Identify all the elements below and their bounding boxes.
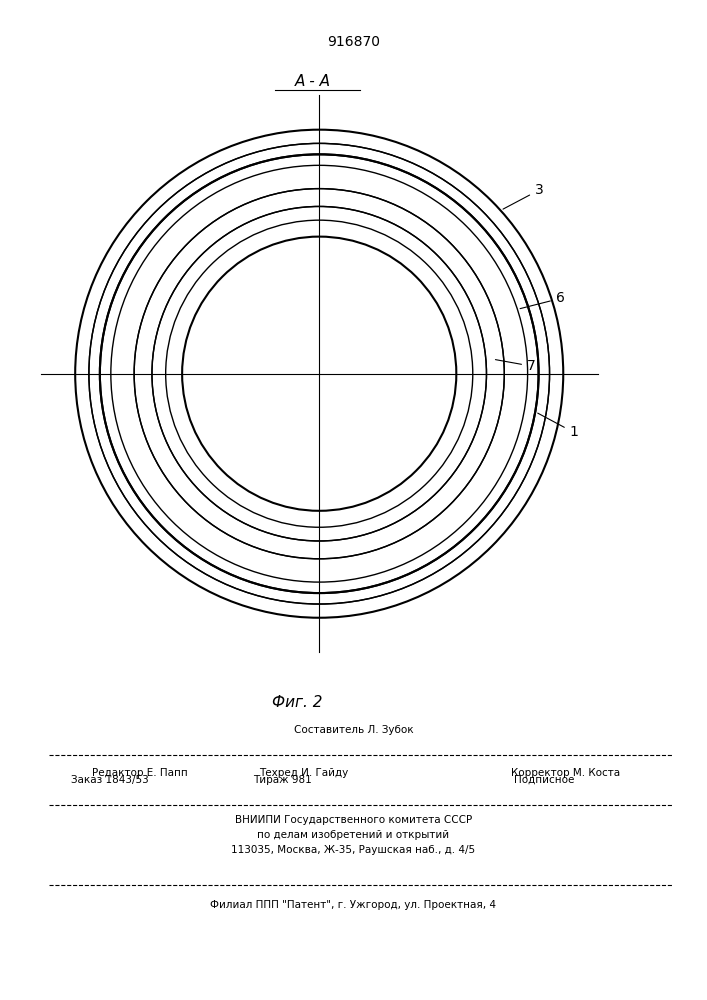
Text: Подписное: Подписное — [514, 775, 575, 785]
Text: Тираж 981: Тираж 981 — [253, 775, 312, 785]
Text: Составитель Л. Зубок: Составитель Л. Зубок — [293, 725, 414, 735]
Text: 916870: 916870 — [327, 35, 380, 49]
Text: 6: 6 — [520, 291, 565, 309]
Text: Филиал ППП "Патент", г. Ужгород, ул. Проектная, 4: Филиал ППП "Патент", г. Ужгород, ул. Про… — [211, 900, 496, 910]
Text: 113035, Москва, Ж-35, Раушская наб., д. 4/5: 113035, Москва, Ж-35, Раушская наб., д. … — [231, 845, 476, 855]
Text: A - A: A - A — [294, 74, 330, 89]
Text: 1: 1 — [538, 413, 578, 439]
Text: 7: 7 — [496, 359, 536, 373]
Text: Корректор М. Коста: Корректор М. Коста — [511, 768, 620, 778]
Text: Техред И. Гайду: Техред И. Гайду — [259, 768, 349, 778]
Text: Заказ 1843/53: Заказ 1843/53 — [71, 775, 148, 785]
Text: по делам изобретений и открытий: по делам изобретений и открытий — [257, 830, 450, 840]
Text: Редактор Е. Папп: Редактор Е. Папп — [92, 768, 187, 778]
Text: ВНИИПИ Государственного комитета СССР: ВНИИПИ Государственного комитета СССР — [235, 815, 472, 825]
Text: Фиг. 2: Фиг. 2 — [271, 695, 322, 710]
Text: 3: 3 — [503, 183, 544, 209]
